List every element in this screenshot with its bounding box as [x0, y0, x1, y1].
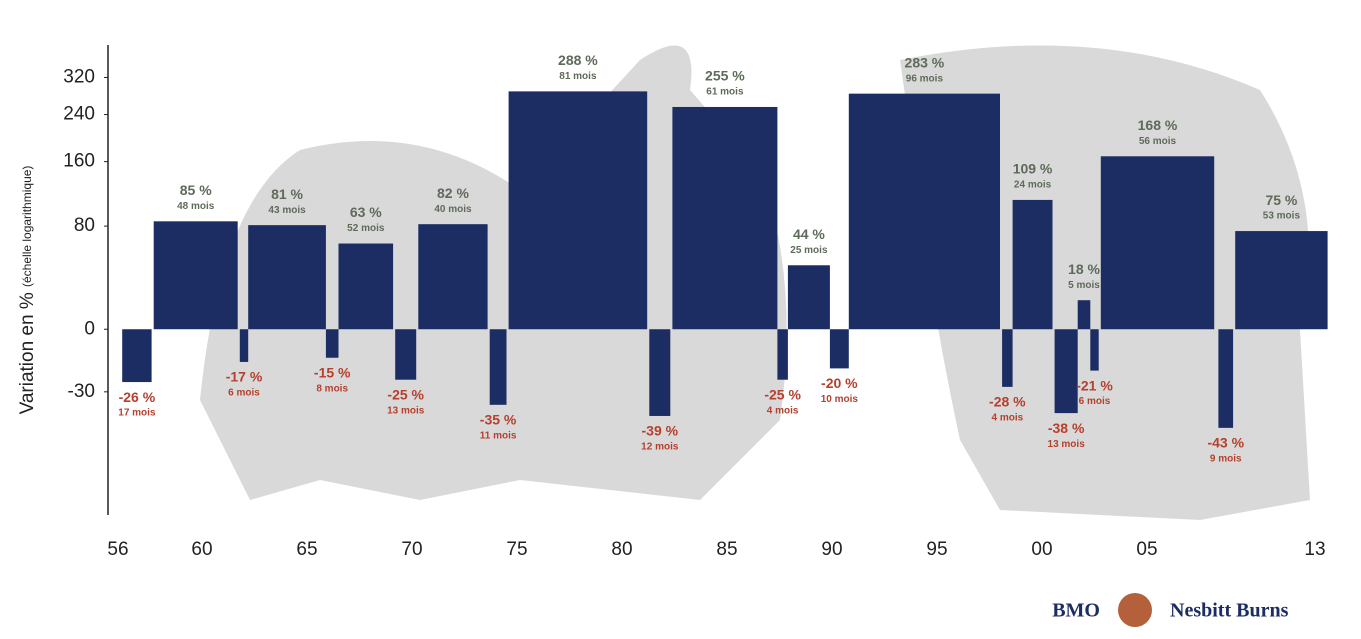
duration-label: 53 mois: [1263, 211, 1301, 222]
value-label: -28 %: [989, 394, 1026, 410]
logo-mark: [1118, 593, 1152, 627]
bear-bar: [1090, 329, 1099, 371]
y-tick-label: 240: [63, 104, 95, 125]
value-label: 283 %: [905, 54, 945, 70]
x-tick-label: 56: [107, 539, 128, 560]
value-label: 75 %: [1265, 192, 1297, 208]
bear-bar: [489, 329, 507, 405]
x-tick-label: 90: [821, 539, 842, 560]
value-label: -35 %: [480, 412, 517, 428]
bear-bar: [395, 329, 417, 380]
y-tick-label: 0: [84, 318, 95, 339]
bear-bar: [1054, 329, 1078, 414]
bull-bar: [1012, 199, 1053, 330]
value-label: -43 %: [1207, 435, 1244, 451]
x-tick-label: 85: [716, 539, 737, 560]
bear-bar: [829, 329, 849, 369]
value-label: -21 %: [1076, 377, 1113, 393]
y-label-note: (échelle logarithmique): [20, 166, 34, 287]
bull-bar: [1077, 300, 1091, 330]
value-label: -20 %: [821, 375, 858, 391]
value-label: -15 %: [314, 364, 351, 380]
logo-left: BMO: [1052, 600, 1100, 622]
value-label: 18 %: [1068, 261, 1100, 277]
x-tick-label: 00: [1031, 539, 1052, 560]
value-label: -38 %: [1048, 420, 1085, 436]
duration-label: 12 mois: [641, 442, 679, 453]
bull-bar: [1100, 156, 1215, 330]
duration-label: 6 mois: [228, 388, 260, 399]
bull-bar: [248, 225, 326, 330]
duration-label: 13 mois: [387, 405, 425, 416]
value-label: -17 %: [226, 369, 263, 385]
value-label: 63 %: [350, 204, 382, 220]
duration-label: 96 mois: [906, 73, 944, 84]
bull-bar: [508, 91, 648, 330]
bull-bar: [1235, 231, 1328, 330]
value-label: 288 %: [558, 52, 598, 68]
bull-bar: [418, 224, 488, 330]
value-label: 85 %: [180, 182, 212, 198]
duration-label: 25 mois: [790, 245, 828, 256]
duration-label: 81 mois: [559, 71, 597, 82]
duration-label: 61 mois: [706, 87, 744, 98]
y-label: Variation en %: [17, 292, 38, 414]
bull-bar: [787, 265, 830, 330]
bear-bar: [1218, 329, 1234, 428]
duration-label: 13 mois: [1048, 439, 1086, 450]
x-tick-label: 05: [1136, 539, 1157, 560]
duration-label: 56 mois: [1139, 136, 1177, 147]
value-label: -25 %: [764, 386, 801, 402]
duration-label: 9 mois: [1210, 454, 1242, 465]
duration-label: 4 mois: [992, 413, 1024, 424]
bull-bar: [672, 106, 778, 330]
x-tick-label: 70: [401, 539, 422, 560]
x-tick-label: 75: [506, 539, 527, 560]
duration-label: 4 mois: [767, 405, 799, 416]
bull-bar: [848, 93, 1000, 330]
value-label: 255 %: [705, 68, 745, 84]
y-tick-label: 160: [63, 151, 95, 172]
bear-bar: [325, 329, 339, 358]
value-label: -25 %: [387, 386, 424, 402]
value-label: -39 %: [642, 423, 679, 439]
y-tick-label: 80: [74, 215, 95, 236]
value-label: 109 %: [1013, 161, 1053, 177]
bear-bar: [649, 329, 671, 416]
logo-right: Nesbitt Burns: [1170, 600, 1289, 622]
value-label: 82 %: [437, 185, 469, 201]
x-tick-label: 80: [611, 539, 632, 560]
x-tick-label: 95: [926, 539, 947, 560]
duration-label: 8 mois: [316, 383, 348, 394]
y-axis-label: Variation en % (échelle logarithmique): [17, 166, 38, 415]
value-label: 168 %: [1138, 117, 1178, 133]
y-tick-label: -30: [68, 381, 95, 402]
duration-label: 43 mois: [268, 205, 306, 216]
value-label: 81 %: [271, 186, 303, 202]
bull-bar: [338, 243, 394, 330]
x-tick-label: 60: [191, 539, 212, 560]
duration-label: 5 mois: [1068, 280, 1100, 291]
duration-label: 11 mois: [480, 430, 517, 441]
duration-label: 52 mois: [347, 223, 385, 234]
y-tick-label: 320: [63, 66, 95, 87]
bear-bar: [122, 329, 152, 383]
value-label: -26 %: [119, 389, 156, 405]
value-label: 44 %: [793, 226, 825, 242]
bear-bar: [1002, 329, 1013, 387]
duration-label: 24 mois: [1014, 180, 1052, 191]
x-tick-label: 65: [296, 539, 317, 560]
duration-label: 10 mois: [821, 394, 859, 405]
duration-label: 40 mois: [434, 204, 472, 215]
duration-label: 6 mois: [1079, 396, 1111, 407]
bull-bar: [153, 221, 238, 330]
bear-bar: [777, 329, 788, 380]
x-tick-label: 13: [1304, 539, 1325, 560]
duration-label: 48 mois: [177, 201, 215, 212]
bear-bar: [239, 329, 249, 362]
duration-label: 17 mois: [118, 408, 156, 419]
